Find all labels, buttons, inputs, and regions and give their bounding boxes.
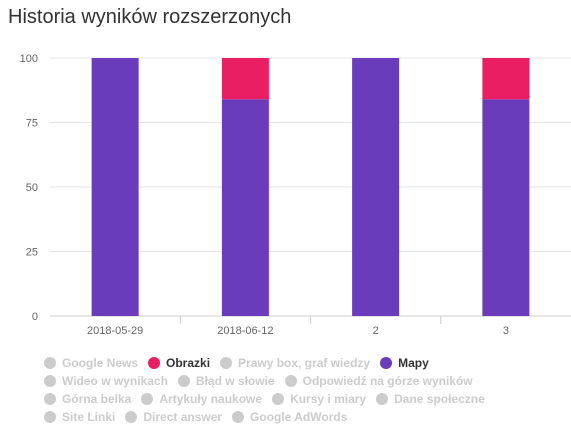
bar-chart: 0 25 50 75 100 2018-05-29 2018-06-12 2 3 [20,53,571,337]
bar-obrazki [221,58,269,100]
x-axis: 2018-05-29 2018-06-12 2 3 [87,316,509,337]
x-tick-label: 3 [503,325,509,337]
legend-label: Dane społeczne [394,392,485,406]
legend-item[interactable]: Prawy box, graf wiedzy [220,356,370,370]
legend-row: Google News Obrazki Prawy box, graf wiedzy… [44,354,564,372]
bar-mapy [482,99,530,316]
legend-label: Google News [62,356,139,370]
legend-label: Artykuły naukowe [159,392,263,406]
bar-obrazki [482,58,530,100]
legend-dot-icon [220,357,233,369]
legend-dot-icon [44,357,56,369]
y-tick-label: 75 [26,118,38,130]
legend-dot-icon [272,393,285,405]
bar-series [91,58,530,316]
legend-item[interactable]: Mapy [380,356,429,370]
legend-item[interactable]: Obrazki [148,356,210,370]
legend-dot-icon [44,393,56,405]
legend-item[interactable]: Błąd w słowie [177,374,275,388]
legend-dot-icon [125,411,138,423]
legend-label: Odpowiedź na górze wyników [302,374,473,388]
y-axis-ticks: 0 25 50 75 100 [20,53,38,323]
legend-item[interactable]: Kursy i miary [272,392,366,406]
legend-row: Wideo w wynikach Błąd w słowie Odpowiedź n… [44,372,564,390]
legend-item[interactable]: Google AdWords [232,410,347,424]
legend-label: Mapy [398,356,429,370]
chart-legend: Google News Obrazki Prawy box, graf wiedzy… [44,354,564,426]
legend-dot-icon [148,357,161,369]
legend-dot-icon [380,357,393,369]
legend-label: Site Linki [62,410,116,424]
legend-row: Górna belka Artykuły naukowe Kursy i miary… [44,390,564,408]
x-tick-label: 2 [373,325,379,337]
chart-title: Historia wyników rozszerzonych [8,6,292,28]
legend-label: Direct answer [143,410,223,424]
legend-item[interactable]: Dane społeczne [376,392,485,406]
legend-item[interactable]: Odpowiedź na górze wyników [284,374,473,388]
x-tick-label: 2018-05-29 [87,325,143,337]
legend-dot-icon [141,393,154,405]
x-tick-label: 2018-06-12 [217,325,273,337]
legend-label: Błąd w słowie [195,374,275,388]
legend-item[interactable]: Direct answer [125,410,222,424]
legend-label: Prawy box, graf wiedzy [238,356,371,370]
legend-label: Kursy i miary [290,392,367,406]
legend-item[interactable]: Górna belka [44,392,131,406]
legend-dot-icon [284,375,297,387]
legend-item[interactable]: Wideo w wynikach [44,374,168,388]
legend-dot-icon [232,411,245,423]
y-tick-label: 25 [26,247,38,259]
legend-dot-icon [44,411,56,423]
legend-item[interactable]: Artykuły naukowe [141,392,262,406]
y-tick-label: 100 [20,53,38,65]
legend-item[interactable]: Google News [44,356,138,370]
legend-dot-icon [44,375,56,387]
legend-item[interactable]: Site Linki [44,410,115,424]
legend-dot-icon [177,375,190,387]
bar-mapy [221,99,269,316]
legend-row: Site Linki Direct answer Google AdWords [44,408,564,426]
legend-label: Obrazki [166,356,211,370]
legend-dot-icon [376,393,389,405]
y-tick-label: 50 [26,182,38,194]
legend-label: Wideo w wynikach [62,374,168,388]
bar-mapy [91,58,139,316]
legend-label: Górna belka [62,392,132,406]
legend-label: Google AdWords [250,410,348,424]
bar-mapy [352,58,400,316]
y-tick-label: 0 [32,311,38,323]
